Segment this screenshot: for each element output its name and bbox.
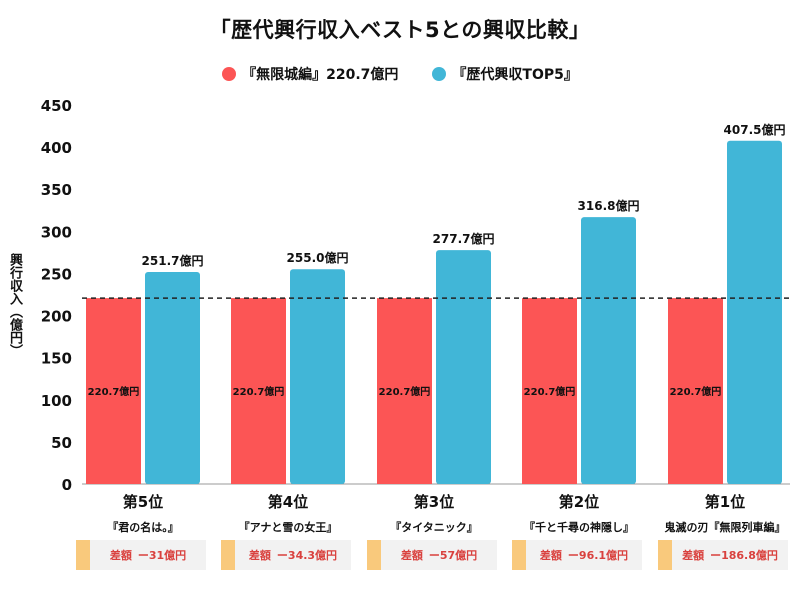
movie-label-3: 『タイタニック』	[390, 520, 478, 534]
rank-label-5: 第1位	[705, 493, 745, 511]
data-label-mugenjo-3: 220.7億円	[379, 385, 431, 398]
movie-label-2: 『アナと雪の女王』	[239, 520, 338, 534]
bar-top5-1	[145, 272, 200, 484]
bar-mugenjo-5	[668, 298, 723, 484]
data-label-top5-5: 407.5億円	[724, 122, 786, 137]
data-label-top5-1: 251.7億円	[142, 253, 204, 268]
legend-item-mugenjo: 『無限城編』220.7億円	[222, 64, 398, 84]
difference-value: ー34.3億円	[276, 549, 338, 562]
y-tick-label-250: 250	[41, 265, 72, 283]
difference-value: ー31億円	[137, 549, 187, 562]
difference-prefix: 差額	[248, 549, 271, 562]
difference-accent	[221, 540, 235, 570]
bar-mugenjo-4	[522, 298, 577, 484]
bar-mugenjo-1	[86, 298, 141, 484]
data-label-top5-2: 255.0億円	[287, 250, 349, 265]
data-label-mugenjo-2: 220.7億円	[233, 385, 285, 398]
legend-swatch-blue	[432, 67, 447, 81]
difference-prefix: 差額	[109, 549, 132, 562]
bar-top5-2	[290, 269, 345, 484]
difference-box-2: 差額 ー34.3億円	[221, 540, 351, 570]
difference-value: ー96.1億円	[567, 549, 629, 562]
legend-item-top5: 『歴代興収TOP5』	[432, 64, 578, 84]
difference-accent	[658, 540, 672, 570]
difference-value: ー186.8億円	[710, 549, 778, 562]
bar-top5-5	[727, 140, 782, 485]
bar-mugenjo-3	[377, 298, 432, 484]
difference-body: 差額 ー57億円	[381, 540, 497, 570]
bar-mugenjo-2	[231, 298, 286, 484]
y-tick-label-100: 100	[41, 392, 72, 410]
chart-title: 「歴代興行収入ベスト5との興収比較」	[209, 18, 591, 42]
y-tick-label-350: 350	[41, 181, 72, 199]
difference-body: 差額 ー34.3億円	[235, 540, 351, 570]
y-tick-label-450: 450	[41, 97, 72, 115]
bar-top5-3	[436, 250, 491, 484]
legend: 『無限城編』220.7億円 『歴代興収TOP5』	[0, 64, 800, 84]
difference-box-4: 差額 ー96.1億円	[512, 540, 642, 570]
data-label-mugenjo-4: 220.7億円	[524, 385, 576, 398]
y-tick-label-200: 200	[41, 308, 72, 326]
legend-label-top5: 『歴代興収TOP5』	[452, 67, 578, 83]
difference-accent	[367, 540, 381, 570]
y-axis-label: 興行収入（億円）	[7, 253, 22, 357]
rank-label-1: 第5位	[123, 493, 163, 511]
y-tick-label-150: 150	[41, 350, 72, 368]
data-label-top5-3: 277.7億円	[433, 231, 495, 246]
movie-label-1: 『君の名は。』	[107, 520, 179, 534]
legend-label-mugenjo: 『無限城編』220.7億円	[242, 67, 399, 83]
movie-label-4: 『千と千尋の神隠し』	[524, 520, 634, 534]
difference-box-3: 差額 ー57億円	[367, 540, 497, 570]
difference-prefix: 差額	[400, 549, 423, 562]
rank-label-3: 第3位	[414, 493, 454, 511]
data-label-mugenjo-1: 220.7億円	[88, 385, 140, 398]
y-tick-label-50: 50	[51, 434, 72, 452]
data-label-mugenjo-5: 220.7億円	[670, 385, 722, 398]
data-label-top5-4: 316.8億円	[578, 198, 640, 213]
movie-label-5: 鬼滅の刃『無限列車編』	[665, 520, 786, 534]
difference-prefix: 差額	[539, 549, 562, 562]
difference-body: 差額 ー96.1億円	[526, 540, 642, 570]
difference-accent	[76, 540, 90, 570]
rank-label-2: 第4位	[268, 493, 308, 511]
difference-accent	[512, 540, 526, 570]
y-tick-label-300: 300	[41, 223, 72, 241]
difference-prefix: 差額	[682, 549, 705, 562]
y-tick-label-400: 400	[41, 139, 72, 157]
difference-value: ー57億円	[428, 549, 478, 562]
difference-body: 差額 ー31億円	[90, 540, 206, 570]
legend-swatch-red	[222, 67, 237, 81]
difference-box-5: 差額 ー186.8億円	[658, 540, 788, 570]
difference-body: 差額 ー186.8億円	[672, 540, 788, 570]
difference-box-1: 差額 ー31億円	[76, 540, 206, 570]
bar-top5-4	[581, 217, 636, 484]
y-tick-label-0: 0	[62, 476, 72, 494]
rank-label-4: 第2位	[559, 493, 599, 511]
